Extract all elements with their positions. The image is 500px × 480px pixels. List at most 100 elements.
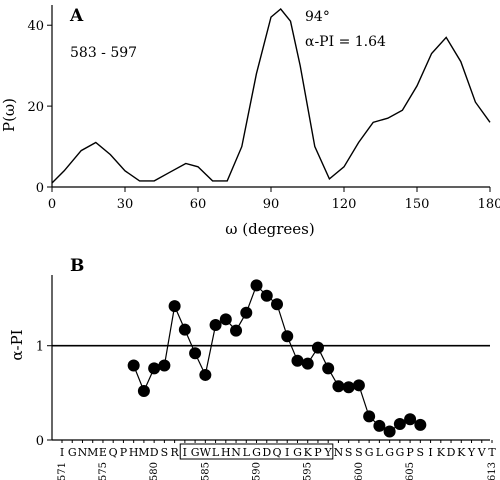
panel-b-data-point bbox=[230, 324, 243, 337]
sequence-residue: P bbox=[120, 446, 128, 459]
panel-a-x-tick-label: 90 bbox=[263, 197, 280, 212]
panel-b-series bbox=[127, 279, 427, 438]
residue-number-label: 580 bbox=[149, 462, 160, 480]
panel-a-peak-label: 94° bbox=[305, 9, 330, 25]
panel-a-x-tick-label: 30 bbox=[117, 197, 134, 212]
sequence-residue: Q bbox=[272, 446, 281, 459]
sequence-residue: I bbox=[428, 446, 432, 459]
sequence-residue: M bbox=[138, 446, 149, 459]
sequence-residue: L bbox=[376, 446, 384, 459]
sequence-residue: H bbox=[129, 446, 139, 459]
residue-number-label: 595 bbox=[303, 462, 314, 480]
sequence-residue: G bbox=[191, 446, 200, 459]
sequence-residue: L bbox=[212, 446, 220, 459]
sequence-residue: K bbox=[437, 446, 446, 459]
panel-b-data-point bbox=[168, 300, 181, 313]
sequence-residue: S bbox=[345, 446, 353, 459]
sequence-residue: R bbox=[170, 446, 179, 459]
panel-b-data-point bbox=[271, 298, 283, 311]
panel-b-data-point bbox=[148, 362, 161, 375]
residue-number-label: 571 bbox=[57, 462, 68, 480]
panel-b-y-tick-label: 1 bbox=[36, 340, 44, 355]
panel-b-data-point bbox=[322, 362, 335, 375]
panel-a-y-tick-label: 20 bbox=[27, 100, 44, 115]
sequence-residue: W bbox=[200, 446, 212, 459]
panel-a-y-axis-title: P(ω) bbox=[0, 98, 18, 132]
panel-b-data-point bbox=[332, 380, 345, 393]
panel-a-distribution-line bbox=[51, 8, 491, 184]
panel-a-range-label: 583 - 597 bbox=[70, 45, 137, 61]
panel-b-data-point bbox=[393, 417, 406, 430]
sequence-residue: G bbox=[252, 446, 261, 459]
sequence-residue: D bbox=[262, 446, 271, 459]
panel-a-y-tick-label: 40 bbox=[27, 19, 44, 34]
residue-number-label: 575 bbox=[98, 462, 109, 480]
panel-b-data-point bbox=[127, 359, 140, 372]
panel-b-label: B bbox=[70, 256, 84, 276]
residue-number-label: 590 bbox=[252, 462, 263, 480]
sequence-residue: H bbox=[221, 446, 231, 459]
panel-a-x-tick-label: 150 bbox=[405, 197, 430, 212]
residue-number-label: 613 bbox=[487, 462, 498, 480]
sequence-residue: V bbox=[477, 446, 487, 459]
panel-b-y-tick-label: 0 bbox=[36, 434, 44, 449]
panel-b-data-point bbox=[281, 330, 294, 343]
sequence-residue: E bbox=[99, 446, 107, 459]
boxed-sequence-region bbox=[179, 443, 334, 460]
panel-a-label: A bbox=[69, 6, 84, 26]
sequence-residue: S bbox=[355, 446, 363, 459]
panel-a-x-tick-label: 180 bbox=[478, 197, 500, 212]
sequence-residue: G bbox=[365, 446, 374, 459]
panel-b-data-point bbox=[311, 341, 324, 354]
sequence-residue: L bbox=[243, 446, 251, 459]
panel-a-x-tick-label: 60 bbox=[190, 197, 207, 212]
residue-number-label: 605 bbox=[405, 462, 416, 480]
panel-b-data-point bbox=[352, 379, 365, 392]
panel-a-x-tick-label: 120 bbox=[332, 197, 357, 212]
panel-a-api-label: α-PI = 1.64 bbox=[305, 34, 386, 50]
panel-b-axes: 01 bbox=[36, 275, 493, 449]
sequence-residue: P bbox=[314, 446, 322, 459]
residue-number-label: 600 bbox=[354, 462, 365, 480]
sequence-residue: N bbox=[78, 446, 88, 459]
sequence-residue: K bbox=[304, 446, 313, 459]
sequence-residue: I bbox=[285, 446, 289, 459]
panel-b-data-point bbox=[219, 313, 232, 326]
panel-b-data-point bbox=[291, 354, 304, 367]
sequence-residue: G bbox=[385, 446, 394, 459]
panel-b-data-point bbox=[209, 318, 222, 331]
sequence-residue: S bbox=[161, 446, 169, 459]
sequence-residue: G bbox=[68, 446, 77, 459]
sequence-residue: D bbox=[447, 446, 456, 459]
panel-a-x-axis-title: ω (degrees) bbox=[225, 220, 314, 238]
sequence-residue: N bbox=[334, 446, 344, 459]
panel-b-data-point bbox=[373, 419, 386, 432]
panel-b-data-point bbox=[383, 425, 396, 438]
panel-a-axes: 0 30 60 90 120 150 180 0 20 40 bbox=[27, 5, 500, 212]
sequence-residue: M bbox=[87, 446, 98, 459]
panel-a-y-tick-label: 0 bbox=[36, 181, 44, 196]
panel-b-data-point bbox=[404, 413, 417, 426]
panel-b-y-axis-title: α-PI bbox=[8, 329, 26, 360]
panel-b-data-point bbox=[137, 384, 150, 397]
panel-b-data-point bbox=[342, 381, 355, 394]
sequence-residue: G bbox=[293, 446, 302, 459]
sequence-residue: Y bbox=[467, 446, 476, 459]
panel-b-data-point bbox=[301, 357, 314, 370]
panel-b-data-point bbox=[240, 306, 253, 319]
panel-a-series bbox=[51, 8, 491, 184]
sequence-residue: K bbox=[457, 446, 466, 459]
panel-b-data-point bbox=[260, 289, 273, 302]
sequence-residue: I bbox=[183, 446, 187, 459]
panel-a: 0 30 60 90 120 150 180 0 20 40 A 583 - 597 94° α-… bbox=[0, 5, 500, 238]
sequence-residue: P bbox=[406, 446, 414, 459]
residue-number-label: 585 bbox=[200, 462, 211, 480]
panel-b-data-point bbox=[250, 279, 263, 292]
sequence-residue: N bbox=[231, 446, 241, 459]
panel-b-data-point bbox=[199, 368, 212, 381]
sequence-residue: S bbox=[417, 446, 425, 459]
panel-b-data-point bbox=[158, 359, 171, 372]
